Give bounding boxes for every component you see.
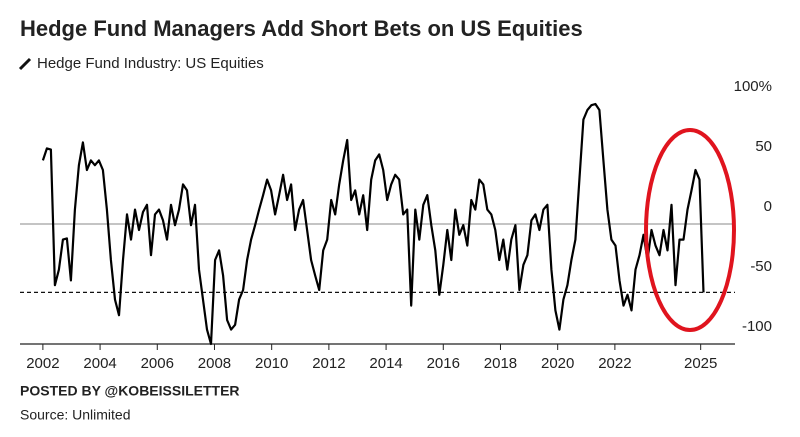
y-tick-label: -100 xyxy=(742,318,772,335)
y-tick-label: 50 xyxy=(755,138,772,155)
watermark: POSTED BY @KOBEISSILETTER xyxy=(20,383,240,399)
y-tick-label: -50 xyxy=(750,258,772,275)
x-tick-label: 2025 xyxy=(684,355,717,372)
legend-label: Hedge Fund Industry: US Equities xyxy=(37,55,264,72)
x-tick-label: 2018 xyxy=(484,355,517,372)
source: Source: Unlimited xyxy=(20,407,131,423)
x-tick-label: 2008 xyxy=(198,355,231,372)
chart-title: Hedge Fund Managers Add Short Bets on US… xyxy=(20,16,583,41)
x-tick-label: 2020 xyxy=(541,355,574,372)
x-tick-label: 2016 xyxy=(427,355,460,372)
highlight-ellipse xyxy=(644,128,736,332)
y-tick-label: 100% xyxy=(734,78,772,95)
y-tick-label: 0 xyxy=(764,198,772,215)
x-tick-label: 2010 xyxy=(255,355,288,372)
x-tick-label: 2006 xyxy=(141,355,174,372)
plot-area: 100% 50 0 -50 -100 2002 2004 2006 2008 2010 2012 20… xyxy=(20,78,772,372)
series-line xyxy=(41,102,705,346)
x-tick-label: 2004 xyxy=(83,355,116,372)
x-tick-label: 2014 xyxy=(369,355,402,372)
x-tick-label: 2012 xyxy=(312,355,345,372)
legend-icon xyxy=(18,57,32,71)
x-tick-label: 2002 xyxy=(26,355,59,372)
x-tick-label: 2022 xyxy=(598,355,631,372)
